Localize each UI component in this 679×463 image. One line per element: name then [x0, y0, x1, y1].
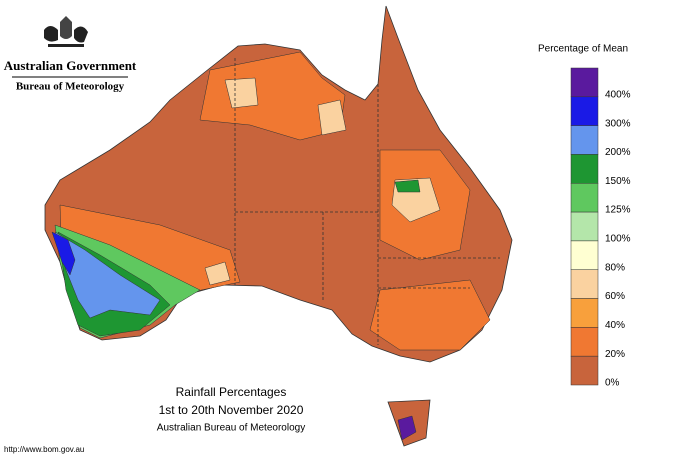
legend-swatch: [570, 298, 599, 328]
bureau: Bureau of Meteorology: [16, 81, 125, 93]
region: [51, 231, 76, 276]
map-title: Rainfall Percentages: [176, 385, 287, 399]
legend-label: 80%: [605, 262, 625, 273]
agency: Australian Government: [4, 58, 137, 73]
legend-swatch: [570, 67, 599, 98]
map-subtitle: 1st to 20th November 2020: [159, 403, 304, 417]
map: [44, 5, 513, 447]
legend-swatch: [570, 211, 599, 242]
legend-label: 0%: [605, 378, 620, 389]
legend-label: 125%: [605, 205, 631, 216]
legend-swatch: [570, 269, 599, 299]
region: [397, 415, 417, 441]
map-source: Australian Bureau of Meteorology: [157, 423, 305, 434]
legend-label: 20%: [605, 349, 625, 360]
region: [204, 261, 231, 286]
state-borders: [234, 58, 500, 345]
legend-label: 60%: [605, 291, 625, 302]
legend-title: Percentage of Mean: [538, 44, 628, 55]
legend-swatch: [570, 154, 599, 184]
crest: [44, 16, 88, 47]
region: [317, 99, 347, 136]
legend-swatch: [570, 240, 599, 270]
region: [224, 77, 259, 109]
region: [369, 279, 491, 351]
legend: 400% 300% 200% 150% 125% 100% 80% 60% 40% 20% 0%: [570, 67, 631, 389]
legend-swatch: [570, 96, 599, 126]
legend-label: 150%: [605, 176, 631, 187]
legend-label: 400%: [605, 89, 631, 100]
legend-swatch: [570, 327, 599, 357]
legend-label: 40%: [605, 320, 625, 331]
legend-swatch: [570, 355, 599, 386]
legend-label: 100%: [605, 234, 631, 245]
footer-url: http://www.bom.gov.au: [4, 445, 84, 454]
region: [394, 179, 421, 193]
legend-swatch: [570, 183, 599, 213]
legend-label: 300%: [605, 118, 631, 129]
legend-label: 200%: [605, 147, 631, 158]
legend-swatch: [570, 125, 599, 155]
region: [54, 231, 161, 319]
